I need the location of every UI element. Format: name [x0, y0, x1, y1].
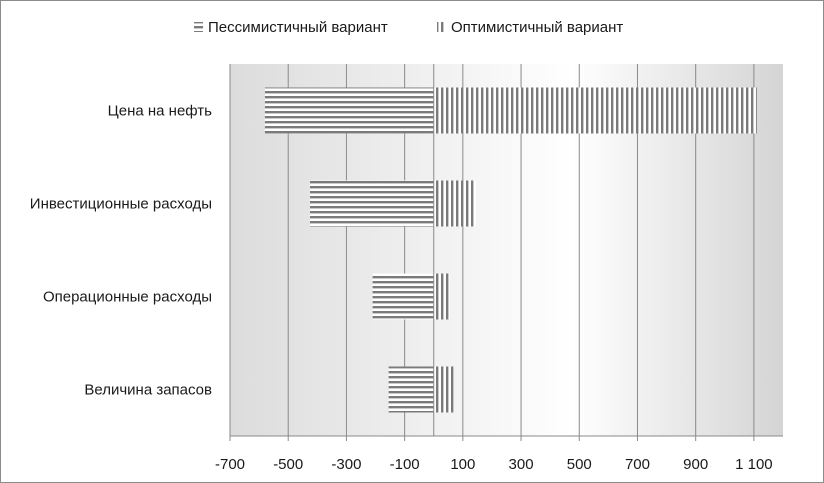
category-label: Операционные расходы — [43, 289, 212, 306]
legend-swatch-optimistic — [437, 22, 446, 32]
axis-layer: -700 -500 -300 -100 100 300 500 700 900 1 100 Цена… — [30, 64, 783, 473]
bar-optimistic-2 — [433, 273, 450, 320]
x-tick-label: -300 — [331, 456, 361, 473]
bar-pessimistic-1 — [310, 180, 434, 227]
x-tick-label: 300 — [509, 456, 534, 473]
x-tick-label: -100 — [390, 456, 420, 473]
bar-pessimistic-0 — [264, 87, 434, 134]
category-label: Цена на нефть — [108, 103, 213, 120]
bar-layer — [264, 87, 757, 413]
bar-optimistic-1 — [433, 180, 476, 227]
bar-optimistic-0 — [433, 87, 757, 134]
bar-pessimistic-3 — [388, 366, 434, 413]
legend-label-pessimistic: Пессимистичный вариант — [208, 19, 388, 36]
x-tick-label: -500 — [273, 456, 303, 473]
x-tick-label: 1 100 — [735, 456, 773, 473]
x-tick-label: 100 — [450, 456, 475, 473]
x-tick-label: 900 — [683, 456, 708, 473]
bar-optimistic-3 — [433, 366, 455, 413]
category-label: Инвестиционные расходы — [30, 196, 212, 213]
legend-label-optimistic: Оптимистичный вариант — [451, 19, 623, 36]
legend-swatch-pessimistic — [194, 22, 203, 32]
category-label: Величина запасов — [84, 382, 212, 399]
x-tick-label: -700 — [215, 456, 245, 473]
bar-pessimistic-2 — [372, 273, 434, 320]
legend: Пессимистичный вариант Оптимистичный вари… — [194, 19, 623, 36]
x-tick-label: 500 — [567, 456, 592, 473]
x-tick-label: 700 — [625, 456, 650, 473]
